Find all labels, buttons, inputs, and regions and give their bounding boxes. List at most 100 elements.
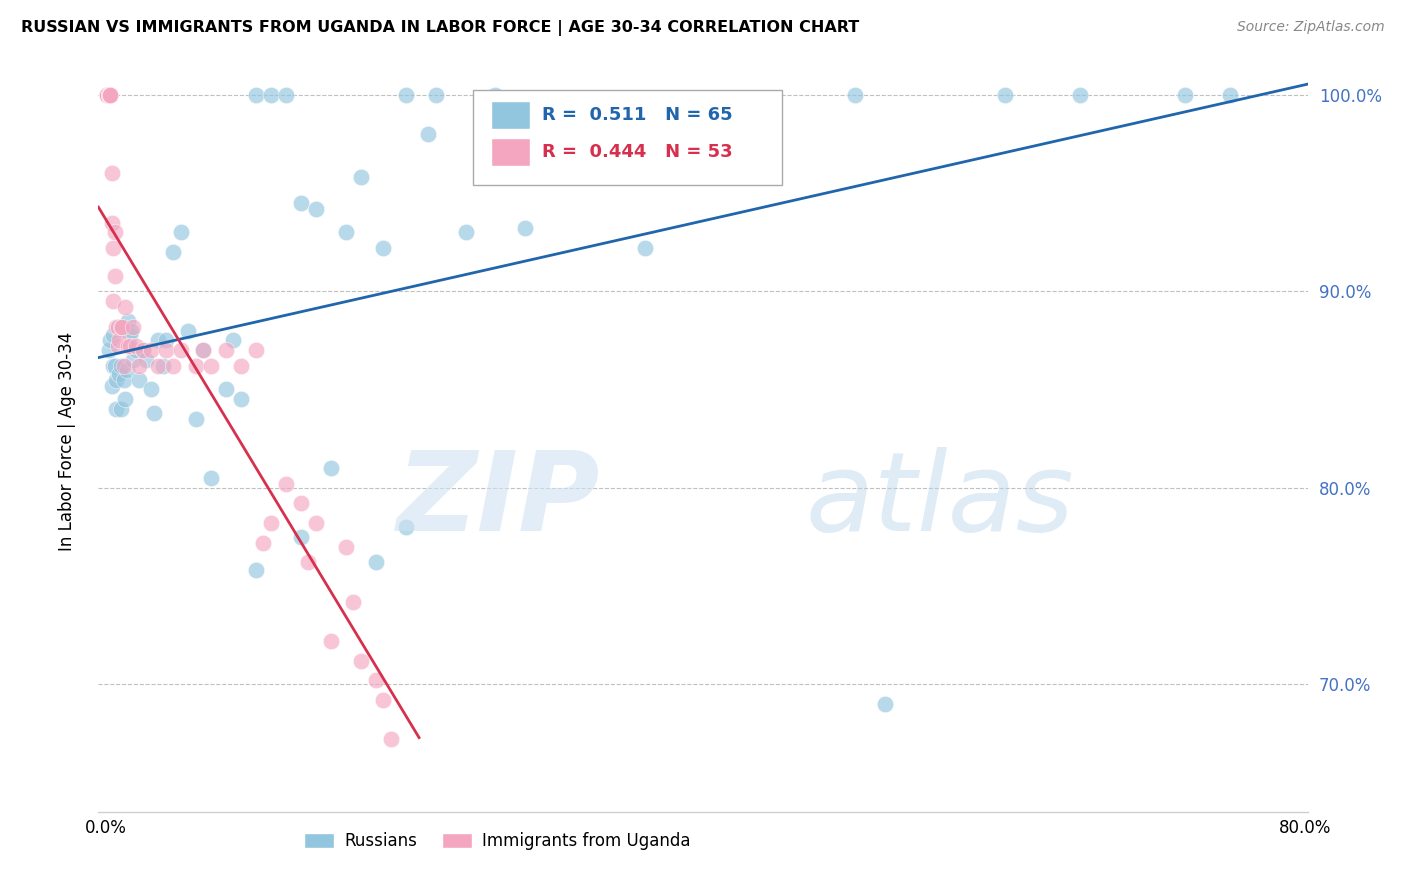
Point — [290, 530, 312, 544]
Text: R =  0.444   N = 53: R = 0.444 N = 53 — [543, 143, 733, 161]
Point — [107, 319, 129, 334]
Point — [96, 87, 118, 102]
Point — [170, 343, 193, 358]
Point — [135, 353, 157, 368]
Point — [97, 87, 120, 102]
Point — [103, 241, 125, 255]
Point — [120, 324, 142, 338]
Point — [252, 535, 274, 549]
Point — [112, 373, 135, 387]
Point — [297, 555, 319, 569]
Point — [110, 402, 132, 417]
Text: RUSSIAN VS IMMIGRANTS FROM UGANDA IN LABOR FORCE | AGE 30-34 CORRELATION CHART: RUSSIAN VS IMMIGRANTS FROM UGANDA IN LAB… — [21, 20, 859, 36]
Point — [364, 555, 387, 569]
Point — [371, 693, 394, 707]
Point — [114, 300, 136, 314]
Point — [200, 471, 222, 485]
Point — [364, 673, 387, 687]
Point — [104, 359, 127, 373]
Point — [100, 334, 122, 348]
Point — [184, 359, 207, 373]
Point — [260, 87, 283, 102]
Point — [274, 476, 297, 491]
Point — [162, 359, 184, 373]
Point — [342, 594, 364, 608]
Point — [1069, 87, 1091, 102]
Point — [305, 516, 328, 530]
Text: atlas: atlas — [806, 447, 1074, 554]
Point — [132, 343, 155, 358]
Point — [229, 359, 252, 373]
Point — [416, 127, 439, 141]
Point — [152, 359, 174, 373]
Point — [994, 87, 1017, 102]
Point — [103, 327, 125, 342]
Point — [105, 319, 128, 334]
Point — [454, 226, 477, 240]
Point — [229, 392, 252, 407]
Point — [394, 520, 416, 534]
Point — [260, 516, 283, 530]
Point — [115, 363, 138, 377]
Point — [100, 87, 122, 102]
Point — [117, 339, 139, 353]
Point — [184, 412, 207, 426]
Point — [103, 359, 125, 373]
Point — [245, 563, 267, 577]
Point — [245, 87, 267, 102]
Point — [335, 226, 357, 240]
Text: R =  0.511   N = 65: R = 0.511 N = 65 — [543, 106, 733, 124]
Point — [108, 367, 131, 381]
Point — [105, 373, 128, 387]
Point — [245, 343, 267, 358]
Point — [319, 461, 342, 475]
Point — [1174, 87, 1197, 102]
Bar — [492, 101, 530, 129]
Point — [394, 87, 416, 102]
Point — [97, 343, 120, 358]
Point — [148, 359, 170, 373]
Point — [274, 87, 297, 102]
Point — [118, 339, 141, 353]
Point — [100, 87, 122, 102]
Point — [142, 406, 165, 420]
Point — [97, 87, 120, 102]
Point — [484, 87, 506, 102]
Point — [117, 314, 139, 328]
Point — [155, 343, 177, 358]
Point — [96, 87, 118, 102]
Point — [110, 319, 132, 334]
Point — [193, 343, 215, 358]
Point — [290, 496, 312, 510]
Point — [104, 268, 127, 283]
Point — [118, 327, 141, 342]
Point — [101, 166, 124, 180]
Point — [155, 334, 177, 348]
Point — [290, 196, 312, 211]
Point — [100, 87, 122, 102]
Point — [132, 343, 155, 358]
Point — [104, 226, 127, 240]
Point — [873, 697, 896, 711]
Point — [112, 359, 135, 373]
Point — [215, 343, 238, 358]
Point — [107, 319, 129, 334]
Point — [114, 392, 136, 407]
Point — [380, 732, 402, 747]
Point — [139, 343, 162, 358]
Point — [111, 319, 134, 334]
Point — [162, 245, 184, 260]
Point — [125, 339, 148, 353]
Point — [425, 87, 447, 102]
Point — [101, 216, 124, 230]
Point — [96, 87, 118, 102]
Point — [139, 383, 162, 397]
Point — [349, 170, 371, 185]
Point — [170, 226, 193, 240]
Point — [111, 319, 134, 334]
Point — [215, 383, 238, 397]
Point — [349, 653, 371, 667]
Point — [122, 319, 145, 334]
Text: Source: ZipAtlas.com: Source: ZipAtlas.com — [1237, 20, 1385, 34]
Point — [148, 334, 170, 348]
